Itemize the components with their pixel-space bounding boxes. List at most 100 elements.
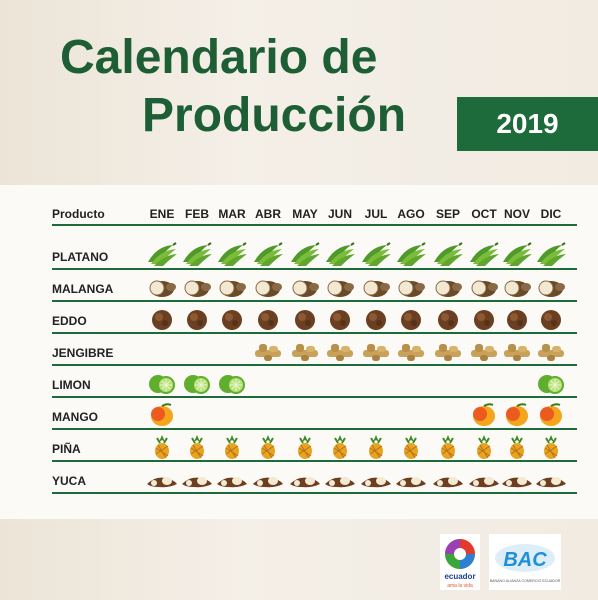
cassava-icon [467, 466, 501, 492]
bac-logo: BAC BANANO ALIANZA COMERCIO ECUADOR [489, 534, 561, 590]
ginger-icon [359, 338, 393, 364]
row-divider [52, 268, 577, 270]
pineapple-icon [359, 434, 393, 460]
malanga-icon [534, 274, 568, 300]
plantain-icon [323, 242, 357, 268]
malanga-icon [215, 274, 249, 300]
malanga-icon [394, 274, 428, 300]
malanga-icon [467, 274, 501, 300]
ecuador-logo-text: ecuador [444, 572, 475, 581]
ecuador-logo-subtext: ama la vida [447, 583, 473, 589]
row-label-mango: MANGO [52, 410, 98, 424]
malanga-icon [180, 274, 214, 300]
eddo-icon [394, 306, 428, 332]
pineapple-icon [500, 434, 534, 460]
malanga-icon [323, 274, 357, 300]
pineapple-icon [288, 434, 322, 460]
pineapple-icon [431, 434, 465, 460]
eddo-icon [431, 306, 465, 332]
eddo-icon [534, 306, 568, 332]
ecuador-logo: ecuador ama la vida [440, 534, 480, 590]
plantain-icon [288, 242, 322, 268]
pineapple-icon [251, 434, 285, 460]
cassava-icon [534, 466, 568, 492]
row-divider [52, 364, 577, 366]
plantain-icon [180, 242, 214, 268]
month-header-may: MAY [292, 207, 318, 221]
month-header-ene: ENE [149, 207, 175, 221]
month-header-dic: DIC [540, 207, 562, 221]
cassava-icon [251, 466, 285, 492]
eddo-icon [215, 306, 249, 332]
month-header-mar: MAR [218, 207, 246, 221]
row-label-piña: PIÑA [52, 442, 81, 456]
ginger-icon [288, 338, 322, 364]
malanga-icon [500, 274, 534, 300]
row-divider [52, 300, 577, 302]
plantain-icon [467, 242, 501, 268]
title-line-1: Calendario de [60, 31, 378, 84]
ginger-icon [251, 338, 285, 364]
plantain-icon [215, 242, 249, 268]
cassava-icon [323, 466, 357, 492]
lime-icon [534, 370, 568, 396]
row-label-malanga: MALANGA [52, 282, 114, 296]
eddo-icon [500, 306, 534, 332]
mango-icon [534, 402, 568, 428]
month-header-oct: OCT [471, 207, 497, 221]
row-divider [52, 460, 577, 462]
plantain-icon [359, 242, 393, 268]
malanga-icon [431, 274, 465, 300]
eddo-icon [323, 306, 357, 332]
bac-logo-subtext: BANANO ALIANZA COMERCIO ECUADOR [490, 579, 561, 583]
malanga-icon [288, 274, 322, 300]
lime-icon [145, 370, 179, 396]
eddo-icon [467, 306, 501, 332]
plantain-icon [251, 242, 285, 268]
mango-icon [467, 402, 501, 428]
eddo-icon [288, 306, 322, 332]
eddo-icon [145, 306, 179, 332]
pineapple-icon [467, 434, 501, 460]
row-label-jengibre: JENGIBRE [52, 346, 114, 360]
pineapple-icon [215, 434, 249, 460]
lime-icon [215, 370, 249, 396]
ginger-icon [534, 338, 568, 364]
row-divider [52, 332, 577, 334]
malanga-icon [145, 274, 179, 300]
mango-icon [145, 402, 179, 428]
cassava-icon [394, 466, 428, 492]
row-label-yuca: YUCA [52, 474, 87, 488]
cassava-icon [180, 466, 214, 492]
month-header-jul: JUL [364, 207, 388, 221]
pineapple-icon [145, 434, 179, 460]
cassava-icon [359, 466, 393, 492]
eddo-icon [359, 306, 393, 332]
row-divider [52, 492, 577, 494]
cassava-icon [145, 466, 179, 492]
row-label-platano: PLATANO [52, 250, 109, 264]
cassava-icon [431, 466, 465, 492]
cassava-icon [500, 466, 534, 492]
ginger-icon [467, 338, 501, 364]
ginger-icon [431, 338, 465, 364]
pineapple-icon [394, 434, 428, 460]
month-header-abr: ABR [255, 207, 281, 221]
mango-icon [500, 402, 534, 428]
malanga-icon [359, 274, 393, 300]
plantain-icon [394, 242, 428, 268]
bac-logo-text: BAC [503, 549, 547, 571]
month-header-sep: SEP [435, 207, 460, 221]
plantain-icon [500, 242, 534, 268]
plantain-icon [145, 242, 179, 268]
ginger-icon [323, 338, 357, 364]
pineapple-icon [180, 434, 214, 460]
row-divider [52, 428, 577, 430]
header-divider [52, 224, 577, 226]
ginger-icon [394, 338, 428, 364]
title-line-2: Producción [142, 89, 407, 142]
month-header-ago: AGO [397, 207, 425, 221]
month-header-jun: JUN [327, 207, 352, 221]
year-badge: 2019 [457, 97, 598, 151]
eddo-icon [180, 306, 214, 332]
